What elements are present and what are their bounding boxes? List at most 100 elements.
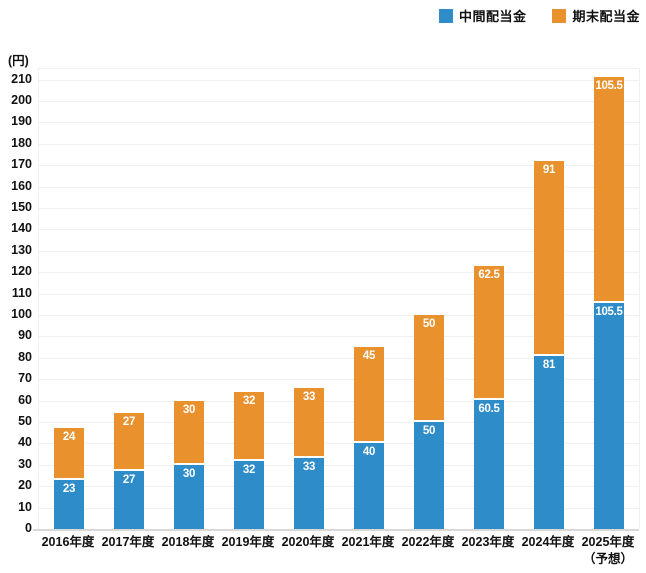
gridline <box>39 101 639 102</box>
y-tick-label: 100 <box>11 307 32 321</box>
segment-yearend-dividend: 62.5 <box>474 265 504 400</box>
y-tick-label: 90 <box>18 328 32 343</box>
y-tick-label: 60 <box>18 392 32 407</box>
segment-interim-dividend: 105.5 <box>594 303 624 529</box>
bar-2020年度: 33 33 <box>294 387 324 529</box>
value-label-yearend: 105.5 <box>595 80 623 93</box>
y-tick-label: 210 <box>11 71 32 86</box>
value-label-yearend: 62.5 <box>478 268 500 281</box>
value-label-interim: 33 <box>302 461 316 474</box>
gridline <box>39 250 639 252</box>
bar-2023年度: 62.5 60.5 <box>474 265 504 529</box>
value-label-interim: 30 <box>182 467 196 480</box>
bar-2024年度: 91 81 <box>534 160 564 529</box>
value-label-interim: 105.5 <box>595 306 623 319</box>
segment-yearend-dividend: 33 <box>294 387 324 459</box>
y-tick-label: 40 <box>18 435 32 450</box>
value-label-yearend: 27 <box>122 416 136 429</box>
value-label-yearend: 33 <box>302 390 316 403</box>
y-tick-label: 50 <box>18 414 32 428</box>
value-label-yearend: 30 <box>182 403 196 416</box>
legend-swatch-icon <box>438 8 453 23</box>
value-label-interim: 81 <box>542 358 556 371</box>
value-label-yearend: 24 <box>62 431 76 444</box>
x-axis-label: 2021年度 <box>341 535 395 549</box>
gridline <box>39 165 639 167</box>
bar-2016年度: 24 23 <box>54 428 84 529</box>
segment-yearend-dividend: 24 <box>54 428 84 480</box>
x-axis-label: 2019年度 <box>221 535 275 549</box>
bar-2018年度: 30 30 <box>174 400 204 529</box>
y-tick-label: 20 <box>18 478 32 493</box>
gridline <box>39 443 639 445</box>
value-label-yearend: 45 <box>362 350 376 363</box>
y-tick-label: 200 <box>11 93 32 107</box>
gridline <box>39 400 639 402</box>
gridline <box>39 507 639 509</box>
gridline <box>39 229 639 231</box>
legend-label: 期末配当金 <box>572 9 640 24</box>
segment-yearend-dividend: 32 <box>234 392 264 461</box>
x-axis-label: 2024年度 <box>521 535 575 549</box>
value-label-interim: 23 <box>62 482 76 495</box>
gridline <box>39 422 639 423</box>
value-label-interim: 40 <box>362 446 376 459</box>
segment-yearend-dividend: 105.5 <box>594 77 624 304</box>
segment-interim-dividend: 33 <box>294 458 324 529</box>
segment-yearend-dividend: 30 <box>174 400 204 465</box>
y-axis-unit-label: (円) <box>8 54 29 68</box>
value-label-interim: 32 <box>242 463 256 476</box>
gridline <box>39 379 639 381</box>
y-tick-label: 80 <box>18 349 32 364</box>
y-tick-label: 180 <box>11 135 32 150</box>
segment-yearend-dividend: 50 <box>414 315 444 422</box>
y-tick-label: 160 <box>11 178 32 193</box>
segment-interim-dividend: 60.5 <box>474 399 504 529</box>
value-label-yearend: 32 <box>242 395 256 408</box>
gridline <box>39 143 639 145</box>
y-tick-label: 130 <box>11 242 32 257</box>
bar-2021年度: 45 40 <box>354 347 384 529</box>
x-axis-label: 2020年度 <box>281 535 335 549</box>
legend-label: 中間配当金 <box>458 9 527 24</box>
segment-interim-dividend: 30 <box>174 464 204 529</box>
segment-interim-dividend: 27 <box>114 471 144 529</box>
gridline <box>39 486 639 488</box>
gridline <box>39 122 639 124</box>
y-tick-label: 110 <box>11 285 32 300</box>
x-axis-label: 2022年度 <box>401 535 455 549</box>
legend-swatch-icon <box>552 8 567 23</box>
gridline <box>39 186 639 188</box>
x-axis-label: 2017年度 <box>101 535 155 549</box>
y-tick-label: 140 <box>11 221 32 236</box>
y-tick-label: 170 <box>11 157 32 172</box>
segment-interim-dividend: 32 <box>234 460 264 529</box>
segment-yearend-dividend: 91 <box>534 160 564 356</box>
y-tick-label: 30 <box>18 456 32 471</box>
legend-item-0: 中間配当金 <box>438 6 527 25</box>
value-label-yearend: 50 <box>422 318 436 330</box>
x-axis-labels: 2016年度 2017年度 2018年度 2019年度 2020年度 2021年度 2022… <box>38 534 638 570</box>
bar-2017年度: 27 27 <box>114 413 144 529</box>
segment-interim-dividend: 50 <box>414 422 444 529</box>
gridline <box>39 357 639 359</box>
y-tick-label: 120 <box>11 264 32 279</box>
plot-area: 24 23 27 27 30 30 32 32 33 33 45 40 50 50 62.5 60.5 91 81… <box>33 68 640 531</box>
chart-legend: 中間配当金 期末配当金 <box>438 6 640 25</box>
x-axis-label: 2023年度 <box>461 535 515 549</box>
y-tick-label: 150 <box>11 200 32 214</box>
gridline <box>39 315 639 316</box>
segment-interim-dividend: 40 <box>354 443 384 529</box>
y-tick-label: 0 <box>25 521 32 535</box>
y-tick-label: 10 <box>18 499 32 514</box>
gridline <box>39 464 639 466</box>
bar-2019年度: 32 32 <box>234 392 264 529</box>
value-label-yearend: 91 <box>542 163 556 176</box>
gridline <box>39 272 639 274</box>
legend-item-1: 期末配当金 <box>552 6 640 25</box>
value-label-interim: 60.5 <box>478 402 500 415</box>
x-axis-label: 2018年度 <box>161 535 215 549</box>
gridline <box>39 208 639 209</box>
x-axis-label: 2025年度 （予想） <box>581 535 635 566</box>
